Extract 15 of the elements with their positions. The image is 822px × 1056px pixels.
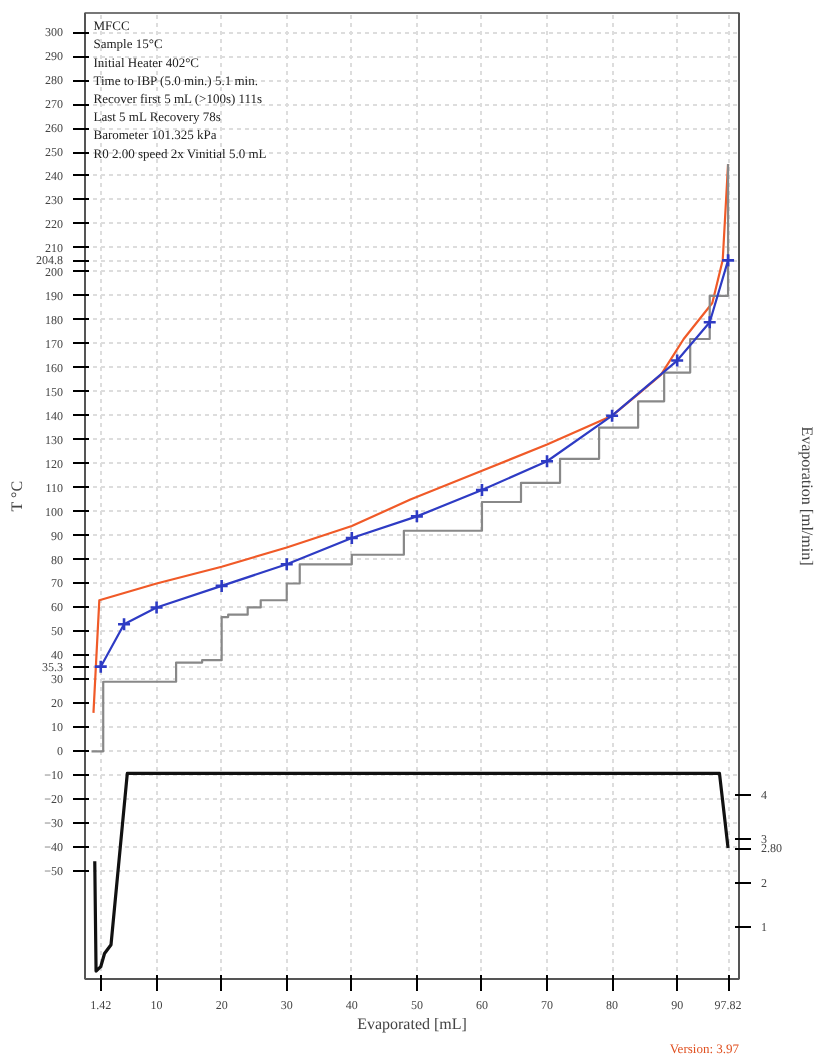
line-series	[93, 771, 730, 973]
x-axis-title: Evaporated [mL]	[357, 1015, 468, 1033]
point	[116, 616, 132, 632]
y-axis-title: T °C	[8, 480, 26, 512]
point	[474, 482, 490, 498]
point	[344, 530, 360, 546]
point	[149, 600, 164, 615]
y2-axis-title: Evaporation [ml/min]	[798, 426, 816, 567]
point	[604, 408, 620, 423]
point	[279, 557, 295, 572]
point	[539, 453, 555, 469]
point	[702, 314, 718, 330]
point	[409, 509, 425, 524]
point	[214, 578, 229, 594]
point	[669, 353, 685, 368]
